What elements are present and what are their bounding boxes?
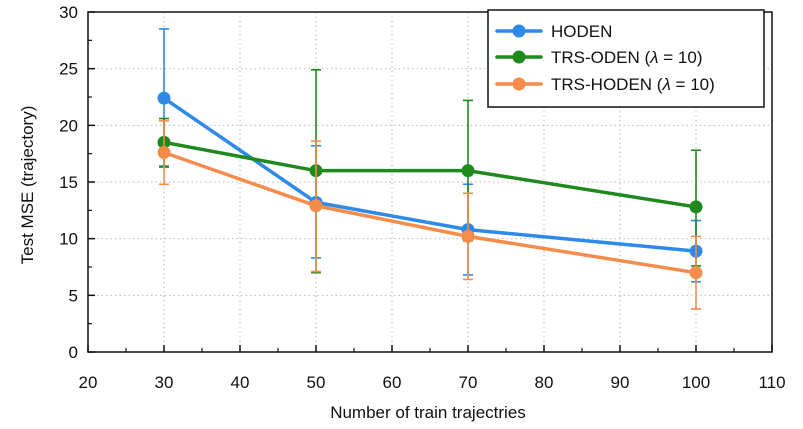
series-line: [162, 96, 698, 253]
legend-label-lambda: λ: [661, 75, 670, 94]
legend-label-tail: = 10): [671, 75, 715, 94]
data-point: [157, 91, 171, 105]
legend-label-lambda: λ: [649, 48, 658, 67]
legend-label-main: TRS-ODEN (: [551, 48, 651, 67]
y-tick-label: 25: [59, 60, 78, 79]
y-tick-label: 15: [59, 173, 78, 192]
axes-layer: 20 30 40 50 60 70 80 90 100 110 0 5 10 15 20 25 30: [59, 3, 785, 392]
legend-marker-0: [512, 24, 526, 38]
x-tick-label: 30: [155, 373, 174, 392]
series-layer: [157, 28, 703, 310]
data-point: [309, 199, 323, 213]
x-tick-label: 70: [459, 373, 478, 392]
y-tick-label: 20: [59, 116, 78, 135]
y-tick-label: 0: [69, 343, 78, 362]
legend-label-1: TRS-ODEN (λ = 10): [551, 48, 703, 67]
y-tick-label: 10: [59, 230, 78, 249]
data-point: [461, 164, 475, 178]
data-point: [157, 146, 171, 160]
legend-label-2: TRS-HODEN (λ = 10): [551, 75, 715, 94]
legend-label-main: TRS-HODEN (: [551, 75, 663, 94]
legend-marker-1: [512, 50, 526, 64]
x-tick-label: 40: [231, 373, 250, 392]
data-point: [689, 200, 703, 214]
series-line: [162, 140, 698, 209]
x-tick-label: 110: [758, 373, 785, 392]
x-tick-label: 80: [535, 373, 554, 392]
y-tick-label: 30: [59, 3, 78, 22]
legend-marker-2: [512, 77, 526, 91]
x-tick-label: 60: [383, 373, 402, 392]
data-point: [461, 229, 475, 243]
series-line: [162, 150, 698, 275]
legend-label-0: HODEN: [551, 22, 612, 41]
x-tick-label: 20: [79, 373, 98, 392]
y-tick-label: 5: [69, 286, 78, 305]
data-point: [689, 266, 703, 280]
y-axis-title: Test MSE (trajectory): [18, 106, 37, 265]
series-2: [157, 120, 703, 310]
legend-label-tail: = 10): [659, 48, 703, 67]
x-tick-label: 100: [682, 373, 710, 392]
x-axis-title: Number of train trajectries: [330, 403, 526, 422]
x-tick-label: 50: [307, 373, 326, 392]
x-tick-label: 90: [611, 373, 630, 392]
